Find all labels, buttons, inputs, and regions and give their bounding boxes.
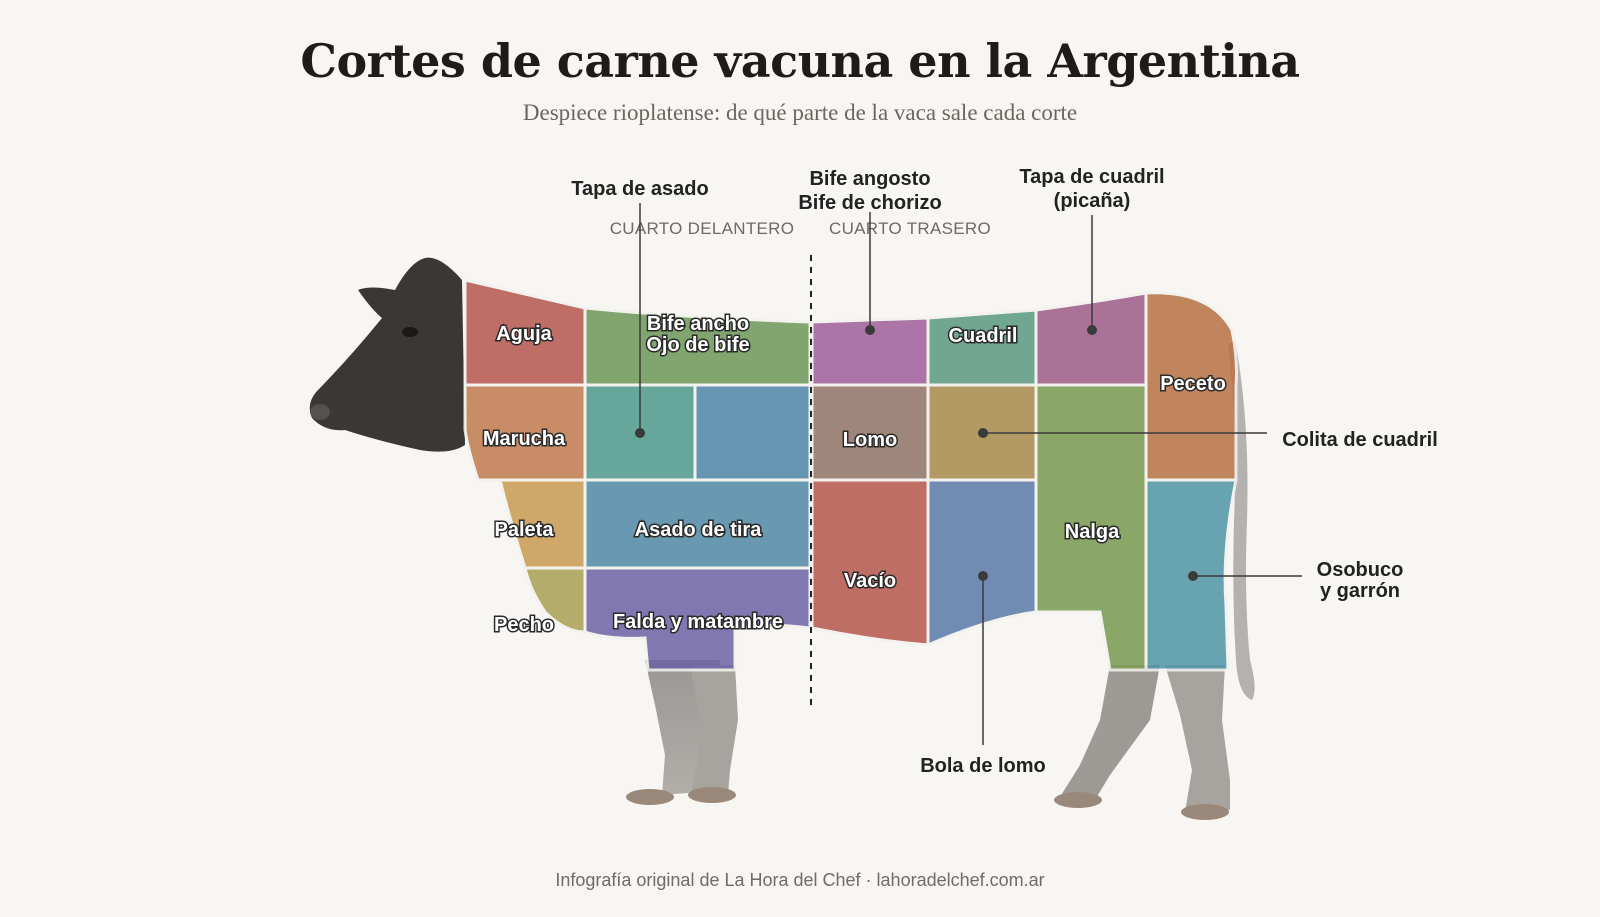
label-falda: Falda y matambre: [613, 611, 783, 633]
leader-lines: [635, 203, 1302, 745]
cut-vacio[interactable]: [810, 478, 930, 647]
cow-head: [309, 257, 465, 452]
cut-tapa-cuadril[interactable]: [1034, 291, 1148, 387]
label-lomo: Lomo: [843, 429, 897, 451]
rear-quarter-label: CUARTO TRASERO: [829, 219, 991, 238]
page-title: Cortes de carne vacuna en la Argentina: [300, 34, 1300, 88]
callout-colita-de-cuadril: Colita de cuadril: [1282, 429, 1438, 451]
callout-tapa-de-asado: Tapa de asado: [571, 178, 708, 200]
footer-credit: Infografía original de La Hora del Chef …: [555, 870, 1045, 890]
callout-y-garron: y garrón: [1320, 580, 1400, 602]
callout-bife-de-chorizo: Bife de chorizo: [798, 192, 941, 214]
label-bife-ancho: Bife ancho: [647, 313, 749, 335]
callout-bola-de-lomo: Bola de lomo: [920, 755, 1046, 777]
callout-osobuco: Osobuco: [1317, 559, 1404, 581]
cuts-grid: [463, 278, 1238, 672]
front-quarter-label: CUARTO DELANTERO: [610, 219, 795, 238]
page-subtitle: Despiece rioplatense: de qué parte de la…: [522, 100, 1078, 125]
cut-bife-ancho[interactable]: [583, 306, 812, 387]
callout-tapa-de-cuadril: Tapa de cuadril: [1019, 166, 1164, 188]
label-cuadril: Cuadril: [949, 325, 1018, 347]
cut-cuadril[interactable]: [926, 308, 1038, 387]
label-nalga: Nalga: [1065, 521, 1120, 543]
label-pecho: Pecho: [494, 614, 554, 636]
cut-bola-de-lomo[interactable]: [926, 478, 1038, 648]
label-vacio: Vacío: [844, 570, 896, 592]
callout-picana: (picaña): [1054, 190, 1131, 212]
label-aguja: Aguja: [496, 323, 552, 345]
label-paleta: Paleta: [495, 519, 555, 541]
cut-falda[interactable]: [583, 566, 812, 672]
label-asado-de-tira: Asado de tira: [635, 519, 763, 541]
label-marucha: Marucha: [483, 428, 566, 450]
cut-pecho[interactable]: [523, 566, 587, 634]
cut-bife-ancho-lower[interactable]: [693, 383, 812, 482]
label-ojo-de-bife: Ojo de bife: [646, 334, 749, 356]
callout-bife-angosto: Bife angosto: [809, 168, 930, 190]
cow-legs: [626, 660, 1230, 820]
label-peceto: Peceto: [1160, 373, 1226, 395]
